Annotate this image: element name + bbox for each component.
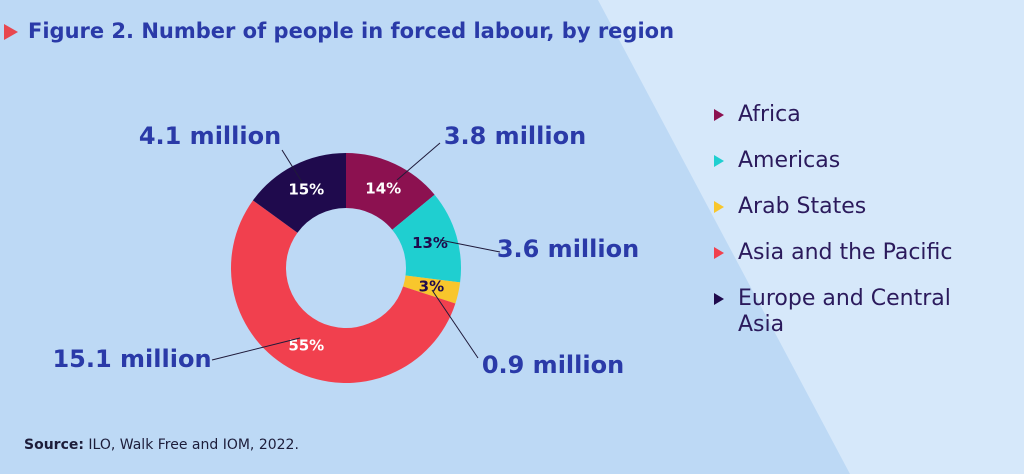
legend-label: Arab States [738,194,867,219]
legend-swatch [714,155,724,167]
source: Source: ILO, Walk Free and IOM, 2022. [24,437,299,453]
slice [392,194,461,283]
chart-title: Figure 2. Number of people in forced lab… [28,19,674,43]
legend-item: Africa [712,102,982,128]
amount-label: 15.1 million [52,345,211,373]
legend: Africa Americas Arab States Asia and the Pa… [712,102,982,358]
legend-swatch [714,201,724,213]
leader-line [396,142,441,181]
percent-label: 55% [288,336,324,354]
legend-label: Americas [738,148,841,173]
amount-label: 4.1 million [139,122,281,150]
amount-label: 3.8 million [444,122,586,150]
slice [230,200,456,384]
legend-label: Europe and Central Asia [738,286,951,337]
percent-label: 15% [288,181,324,199]
source-label: Source: [24,437,84,453]
legend-label: Asia and the Pacific [738,240,953,265]
legend-swatch [714,109,724,121]
source-text: ILO, Walk Free and IOM, 2022. [88,437,299,453]
slice [346,153,435,230]
legend-label: Africa [738,102,801,127]
amount-label: 0.9 million [482,351,624,379]
leader-line [431,289,479,359]
percent-label: 14% [365,179,401,197]
legend-swatch [714,247,724,259]
leader-line [439,239,501,253]
slice [252,153,346,233]
legend-item: Europe and Central Asia [712,286,982,338]
amount-label: 3.6 million [497,235,639,263]
legend-item: Arab States [712,194,982,220]
title-marker [4,24,18,40]
slice [403,275,461,304]
legend-swatch [714,293,724,305]
legend-item: Americas [712,148,982,174]
percent-label: 3% [419,278,444,296]
leader-line [211,337,301,361]
background-band [598,0,1024,474]
percent-label: 13% [412,234,448,252]
legend-item: Asia and the Pacific [712,240,982,266]
leader-line [281,149,303,183]
